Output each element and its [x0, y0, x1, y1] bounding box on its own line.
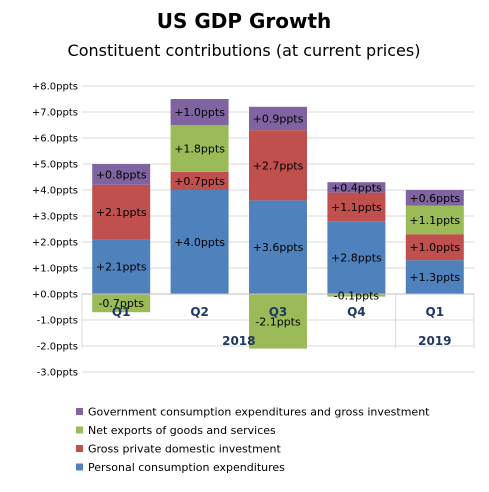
y-tick-label: +4.0ppts [32, 186, 78, 197]
data-label: -0.1ppts [334, 289, 380, 302]
bar-segment [249, 106, 307, 131]
category-label: Q3 [269, 305, 288, 319]
data-label: +2.8ppts [331, 252, 382, 265]
legend-item: Government consumption expenditures and … [76, 406, 430, 419]
data-label: +1.1ppts [409, 214, 460, 227]
data-label: +1.0ppts [409, 241, 460, 254]
data-label: +1.1ppts [331, 201, 382, 214]
data-label: +2.1ppts [96, 261, 147, 274]
legend-swatch [76, 445, 83, 452]
bar-segment [405, 190, 464, 206]
chart-title: US GDP Growth [157, 9, 332, 33]
legend-item: Personal consumption expenditures [76, 461, 285, 474]
y-tick-label: +0.0ppts [32, 290, 78, 301]
legend-label: Gross private domestic investment [88, 443, 282, 456]
y-tick-label: +1.0ppts [32, 264, 78, 275]
bar-segment [92, 294, 151, 313]
y-tick-label: +5.0ppts [32, 160, 78, 171]
bar-segment [405, 260, 464, 294]
bar-segment [327, 192, 386, 222]
legend-swatch [76, 426, 83, 434]
bar-segment [249, 294, 307, 349]
category-label: Q1 [112, 305, 131, 319]
y-tick-label: -3.0ppts [37, 368, 78, 379]
data-label: +2.7ppts [253, 159, 304, 172]
legend-label: Government consumption expenditures and … [88, 406, 430, 419]
y-tick-label: +8.0ppts [32, 82, 78, 93]
category-label: Q1 [426, 305, 445, 319]
y-tick-label: +7.0ppts [32, 108, 78, 119]
year-label: 2019 [418, 334, 451, 348]
data-label: +0.9ppts [253, 113, 304, 126]
year-label: 2018 [222, 334, 255, 348]
y-tick-label: -2.0ppts [37, 342, 78, 353]
data-label: +3.6ppts [253, 241, 304, 254]
legend-label: Net exports of goods and services [88, 424, 276, 437]
bar-segment [327, 221, 386, 294]
bar-segment [327, 182, 386, 193]
bar-segment [170, 125, 229, 172]
y-tick-label: -1.0ppts [37, 316, 78, 327]
legend-label: Personal consumption expenditures [88, 461, 285, 474]
legend: Government consumption expenditures and … [76, 406, 430, 474]
legend-swatch [76, 463, 83, 471]
legend-item: Gross private domestic investment [76, 443, 282, 456]
bar-segment [92, 184, 151, 240]
y-tick-label: +6.0ppts [32, 134, 78, 145]
y-tick-label: +3.0ppts [32, 212, 78, 223]
data-label: +1.0ppts [174, 106, 225, 119]
category-label: Q4 [347, 305, 366, 319]
data-label: -0.7ppts [98, 297, 144, 310]
plot-area: -3.0ppts -2.0ppts -1.0ppts +0.0ppts +1.0ppts… [32, 82, 475, 379]
data-label: +1.8ppts [174, 142, 225, 155]
data-label: +4.0ppts [174, 236, 225, 249]
data-label: +2.1ppts [96, 206, 147, 219]
y-tick-label: +2.0ppts [32, 238, 78, 249]
bar-segment [92, 164, 151, 185]
data-label: +0.8ppts [96, 168, 147, 181]
bar-segment [92, 239, 151, 294]
data-label: +0.7ppts [174, 175, 225, 188]
data-label: +0.6ppts [409, 192, 460, 205]
bar-segment [170, 171, 229, 190]
bar-segment [170, 99, 229, 125]
bar-segment [249, 130, 307, 201]
chart-subtitle: Constituent contributions (at current pr… [68, 41, 421, 60]
bar-segment [249, 200, 307, 294]
legend-swatch [76, 408, 83, 415]
data-label: -2.1ppts [255, 315, 301, 328]
bar-segment [327, 294, 386, 297]
data-label: +0.4ppts [331, 181, 382, 194]
legend-item: Net exports of goods and services [76, 424, 276, 437]
bar-segment [405, 234, 464, 261]
bar-segment [170, 190, 229, 294]
data-label: +1.3ppts [409, 271, 460, 284]
category-label: Q2 [190, 305, 209, 319]
bar-segment [405, 205, 464, 235]
